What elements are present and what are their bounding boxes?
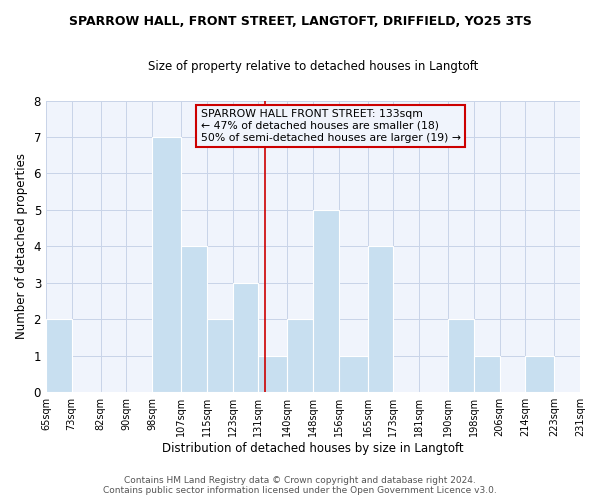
Title: Size of property relative to detached houses in Langtoft: Size of property relative to detached ho… xyxy=(148,60,478,73)
Text: SPARROW HALL FRONT STREET: 133sqm
← 47% of detached houses are smaller (18)
50% : SPARROW HALL FRONT STREET: 133sqm ← 47% … xyxy=(201,110,461,142)
Bar xyxy=(338,356,368,392)
Bar xyxy=(233,283,258,392)
Bar xyxy=(526,356,554,392)
Y-axis label: Number of detached properties: Number of detached properties xyxy=(15,154,28,340)
Text: Contains HM Land Registry data © Crown copyright and database right 2024.
Contai: Contains HM Land Registry data © Crown c… xyxy=(103,476,497,495)
Bar xyxy=(474,356,500,392)
Bar xyxy=(448,320,474,392)
Bar xyxy=(368,246,394,392)
Bar xyxy=(313,210,338,392)
Bar xyxy=(181,246,207,392)
Bar xyxy=(258,356,287,392)
Text: SPARROW HALL, FRONT STREET, LANGTOFT, DRIFFIELD, YO25 3TS: SPARROW HALL, FRONT STREET, LANGTOFT, DR… xyxy=(68,15,532,28)
X-axis label: Distribution of detached houses by size in Langtoft: Distribution of detached houses by size … xyxy=(162,442,464,455)
Bar xyxy=(287,320,313,392)
Bar xyxy=(152,137,181,392)
Bar xyxy=(207,320,233,392)
Bar xyxy=(46,320,71,392)
